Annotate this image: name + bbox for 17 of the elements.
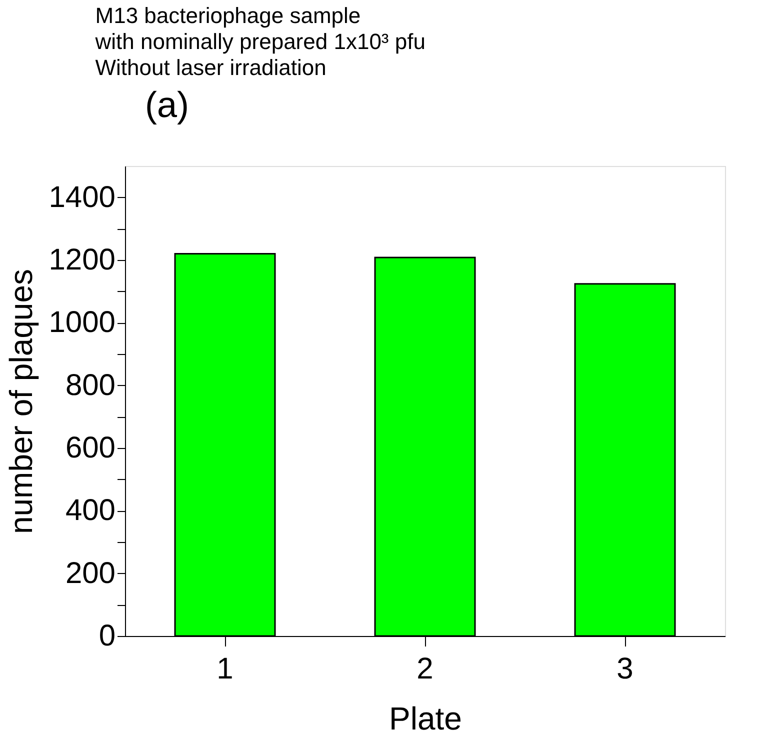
x-tick-label: 1 <box>216 652 234 686</box>
y-tick-label: 1000 <box>48 306 116 340</box>
text: with nominally prepared 1x10³ pfu <box>95 29 426 54</box>
y-tick-label: 400 <box>65 494 116 528</box>
y-axis-title: number of plaques <box>2 268 39 534</box>
text: M13 bacteriophage sample <box>95 3 361 28</box>
y-tick-label: 200 <box>65 556 116 590</box>
y-tick-label: 1400 <box>48 180 116 214</box>
y-tick-label: 600 <box>65 432 116 464</box>
y-tick-label: 1200 <box>48 244 116 276</box>
y-tick-label: 800 <box>65 368 116 402</box>
text: Without laser irradiation <box>95 55 326 80</box>
x-tick-label: 3 <box>616 652 634 686</box>
text: (a) <box>145 84 189 125</box>
y-tick-label: 0 <box>98 620 116 652</box>
x-tick-label: 2 <box>416 652 434 686</box>
x-axis-title: Plate <box>389 700 462 736</box>
